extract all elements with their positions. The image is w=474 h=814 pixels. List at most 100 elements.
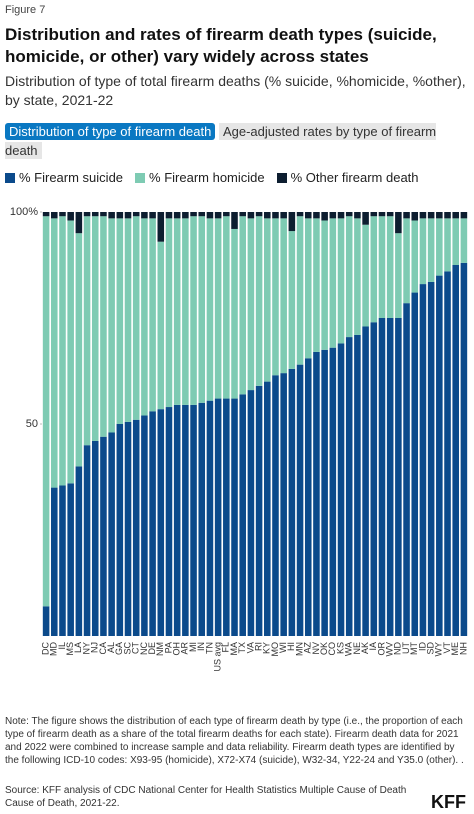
x-tick-label: MD [49,642,59,656]
bar-segment [354,218,361,335]
x-tick-label: VA [245,642,255,653]
bar-segment [329,347,337,636]
bar-segment [321,220,328,350]
bar-segment [386,216,394,318]
bar-segment [100,216,107,437]
bar-segment [165,212,173,219]
bar-segment [67,212,74,221]
x-tick-label: AL [106,642,116,653]
bar-segment [321,349,328,636]
bar-segment [51,212,58,219]
bar-segment [395,318,402,636]
bar-segment [296,212,304,217]
tab[interactable]: Distribution of type of firearm death [5,123,216,140]
bar-segment [313,212,320,219]
x-tick-label: NM [155,642,165,656]
x-tick-label: OH [172,642,182,656]
bar-segment [132,216,140,420]
y-tick-label: 50 [26,418,38,430]
x-tick-label: OR [376,641,386,655]
x-tick-label: NC [139,642,149,655]
bar-segment [75,212,83,234]
bar-segment [214,218,222,399]
bar-segment [264,212,271,219]
bar-segment [272,218,279,376]
bar-segment [427,281,435,636]
bar-segment [231,228,238,399]
bar-segment [444,271,451,636]
x-tick-label: DE [147,642,157,655]
bar-segment [223,216,230,399]
x-tick-label: IA [368,642,378,651]
bar-segment [198,212,206,217]
bar-segment [378,212,386,217]
x-tick-label: MA [229,642,239,656]
x-tick-label: AK [360,642,370,654]
bar-segment [460,262,468,636]
bar-segment [436,275,443,636]
bar-segment [157,212,165,242]
bar-segment [345,212,353,217]
bar-segment [116,212,124,219]
bar-segment [141,212,148,219]
bar-segment [149,411,156,636]
x-tick-label: RI [253,642,263,651]
x-tick-label: CA [98,642,108,655]
title: Distribution and rates of firearm death … [5,25,437,66]
bar-segment [296,216,304,365]
bar-segment [395,212,402,234]
x-tick-label: UT [401,642,411,654]
bar-segment [411,212,419,221]
bar-segment [272,375,279,636]
y-tick-label: 100% [10,206,38,218]
legend-item: % Firearm suicide [5,170,123,185]
bar-segment [370,322,378,636]
x-tick-label: DC [40,642,50,655]
bar-segment [83,216,91,446]
x-tick-label: OK [319,642,329,655]
bar-segment [75,233,83,467]
bar-segment [452,265,459,636]
tabs: Distribution of type of firearm death Ag… [5,122,468,160]
x-tick-label: KS [335,642,345,654]
bar-segment [304,212,312,219]
x-tick-label: MN [294,642,304,656]
bar-segment [182,404,189,636]
bar-segment [100,436,107,636]
x-tick-label: NY [81,642,91,655]
bar-segment [444,218,451,272]
x-tick-label: FL [221,642,231,653]
bar-segment [304,358,312,636]
bar-segment [42,216,50,607]
bar-segment [165,218,173,408]
bar-segment [247,218,255,391]
note: Note: The figure shows the distribution … [5,716,464,766]
bar-segment [223,398,230,636]
x-tick-label: WA [344,642,354,656]
bar-segment [288,368,296,636]
x-tick-label: US avg [213,642,223,672]
bar-segment [345,337,353,636]
legend-item: % Firearm homicide [135,170,265,185]
bar-segment [255,385,263,636]
x-tick-label: ID [417,641,427,651]
figure-label: Figure 7 [5,4,46,16]
bar-segment [247,212,255,219]
bar-segment [272,212,279,219]
bar-segment [124,421,132,636]
bar-segment [337,343,345,636]
bar-segment [436,212,443,219]
bar-segment [427,212,435,219]
bar-segment [386,212,394,217]
bar-segment [255,216,263,386]
bar-segment [362,224,369,327]
bar-segment [59,216,66,486]
legend-swatch [135,172,146,183]
x-tick-label: MI [188,642,198,652]
bar-segment [337,218,345,344]
bar-segment [362,326,369,636]
bar-segment [206,218,214,401]
x-tick-label: TN [204,642,214,654]
bar-segment [345,216,353,338]
bar-segment [460,212,468,219]
